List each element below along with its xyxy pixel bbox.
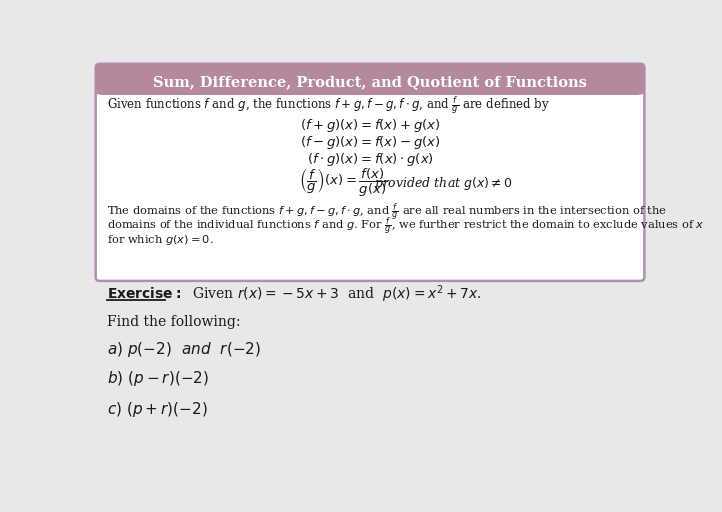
- Text: $\left(\dfrac{f}{g}\right)(x) = \dfrac{f(x)}{g(x)}$: $\left(\dfrac{f}{g}\right)(x) = \dfrac{f…: [299, 167, 387, 199]
- Text: $(f + g)(x) = f(x) + g(x)$: $(f + g)(x) = f(x) + g(x)$: [300, 117, 440, 134]
- Text: $\mathbf{Exercise:}$  Given $r(x) = -5x + 3$  and  $p(x) = x^2 + 7x$.: $\mathbf{Exercise:}$ Given $r(x) = -5x +…: [108, 283, 482, 305]
- Text: Find the following:: Find the following:: [108, 315, 241, 329]
- FancyBboxPatch shape: [96, 64, 644, 281]
- Text: for which $g(x) = 0$.: for which $g(x) = 0$.: [108, 233, 214, 247]
- Text: Given functions $f$ and $g$, the functions $f+g, f-g, f\cdot g$, and $\frac{f}{g: Given functions $f$ and $g$, the functio…: [108, 95, 550, 116]
- Text: $b)\ (p-r)(-2)$: $b)\ (p-r)(-2)$: [108, 369, 209, 388]
- Text: $(f - g)(x) = f(x) - g(x)$: $(f - g)(x) = f(x) - g(x)$: [300, 134, 440, 151]
- Text: Sum, Difference, Product, and Quotient of Functions: Sum, Difference, Product, and Quotient o…: [153, 75, 587, 89]
- Text: provided that $g(x) \neq 0$: provided that $g(x) \neq 0$: [374, 175, 513, 191]
- Text: $(f \cdot g)(x) = f(x) \cdot g(x)$: $(f \cdot g)(x) = f(x) \cdot g(x)$: [307, 151, 433, 168]
- Text: domains of the individual functions $f$ and $g$. For $\frac{f}{g}$, we further r: domains of the individual functions $f$ …: [108, 215, 705, 238]
- Bar: [101, 83, 639, 95]
- Text: $a)\ p(-2)\ \ \mathit{and}\ \ r(-2)$: $a)\ p(-2)\ \ \mathit{and}\ \ r(-2)$: [108, 340, 261, 359]
- Text: The domains of the functions $f+g, f-g, f\cdot g$, and $\frac{f}{g}$ are all rea: The domains of the functions $f+g, f-g, …: [108, 201, 667, 224]
- FancyBboxPatch shape: [96, 64, 644, 95]
- Text: $c)\ (p+r)(-2)$: $c)\ (p+r)(-2)$: [108, 400, 208, 419]
